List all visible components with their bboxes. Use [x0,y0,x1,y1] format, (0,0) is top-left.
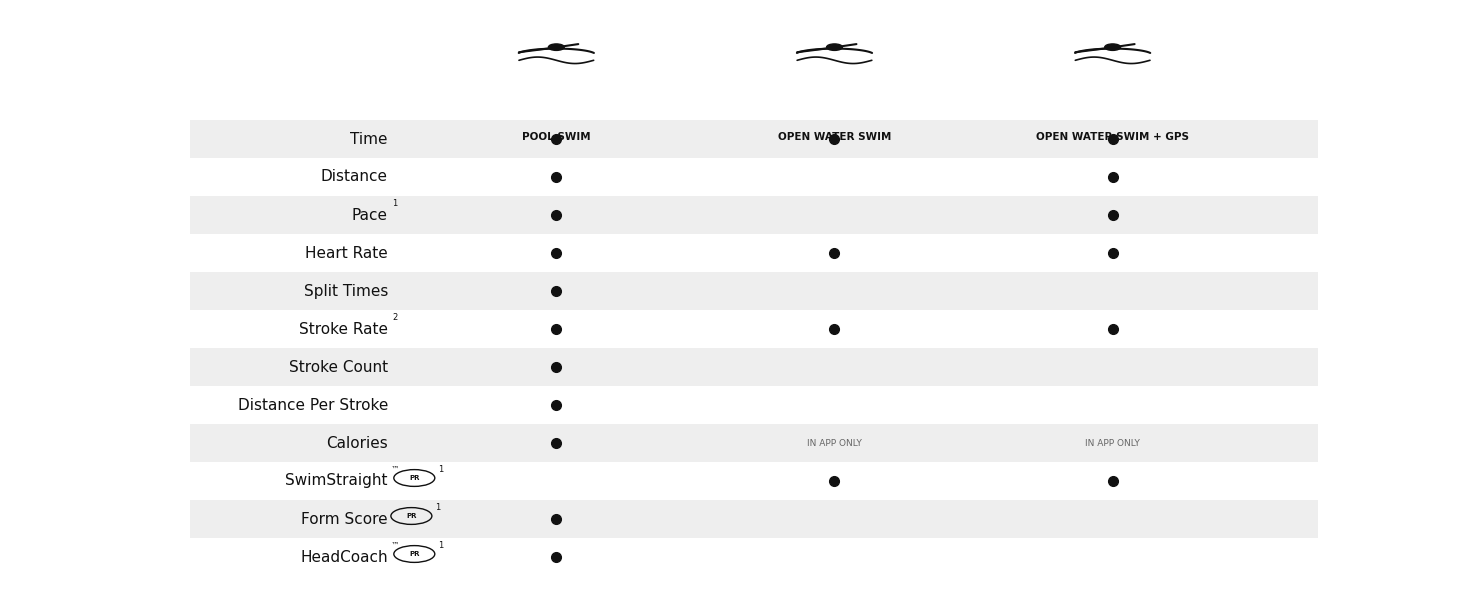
Circle shape [1105,44,1120,50]
FancyBboxPatch shape [190,196,1318,234]
Text: Split Times: Split Times [303,284,388,299]
Text: PR: PR [406,513,417,519]
Circle shape [549,44,564,50]
Text: 2: 2 [392,313,398,322]
FancyBboxPatch shape [190,272,1318,310]
Text: IN APP ONLY: IN APP ONLY [807,439,862,448]
Text: Stroke Rate: Stroke Rate [299,322,388,337]
Text: Pace: Pace [351,208,388,223]
Text: Time: Time [350,131,388,146]
Text: OPEN WATER SWIM: OPEN WATER SWIM [777,132,892,142]
Text: 1: 1 [392,199,398,208]
Text: IN APP ONLY: IN APP ONLY [1085,439,1140,448]
FancyBboxPatch shape [190,120,1318,158]
FancyBboxPatch shape [190,500,1318,538]
Text: ™: ™ [391,541,400,550]
Text: Calories: Calories [326,436,388,451]
Text: Heart Rate: Heart Rate [305,245,388,260]
Text: 1: 1 [438,541,444,550]
Text: HeadCoach: HeadCoach [300,550,388,565]
FancyBboxPatch shape [190,424,1318,462]
FancyBboxPatch shape [190,348,1318,386]
Text: PR: PR [408,551,420,557]
Text: Form Score: Form Score [302,511,388,527]
Text: POOL SWIM: POOL SWIM [523,132,590,142]
Text: ™: ™ [391,465,400,474]
Text: OPEN WATER SWIM + GPS: OPEN WATER SWIM + GPS [1037,132,1189,142]
Text: 1: 1 [435,503,441,512]
Text: PR: PR [408,475,420,481]
Text: Stroke Count: Stroke Count [288,359,388,374]
Text: Distance: Distance [321,169,388,184]
Circle shape [827,44,842,50]
Text: Distance Per Stroke: Distance Per Stroke [237,397,388,413]
Text: 1: 1 [438,465,444,474]
Text: SwimStraight: SwimStraight [285,473,388,488]
